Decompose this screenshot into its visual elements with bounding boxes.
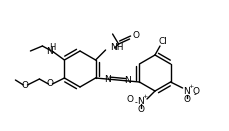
Text: O: O — [126, 95, 134, 105]
Text: O: O — [192, 88, 199, 97]
Text: N: N — [137, 97, 144, 107]
Text: +: + — [142, 94, 147, 99]
Text: N: N — [46, 47, 53, 56]
Text: O: O — [182, 95, 189, 105]
Text: +: + — [187, 84, 192, 89]
Text: NH: NH — [110, 43, 124, 53]
Text: N: N — [104, 75, 111, 84]
Text: -: - — [192, 90, 195, 99]
Text: O: O — [132, 31, 139, 40]
Text: Cl: Cl — [158, 37, 167, 47]
Text: O: O — [47, 80, 54, 89]
Text: O: O — [137, 105, 144, 114]
Text: H: H — [49, 43, 55, 53]
Text: N: N — [123, 76, 130, 85]
Text: N: N — [183, 88, 189, 97]
Text: -: - — [134, 98, 137, 107]
Text: O: O — [22, 81, 29, 89]
